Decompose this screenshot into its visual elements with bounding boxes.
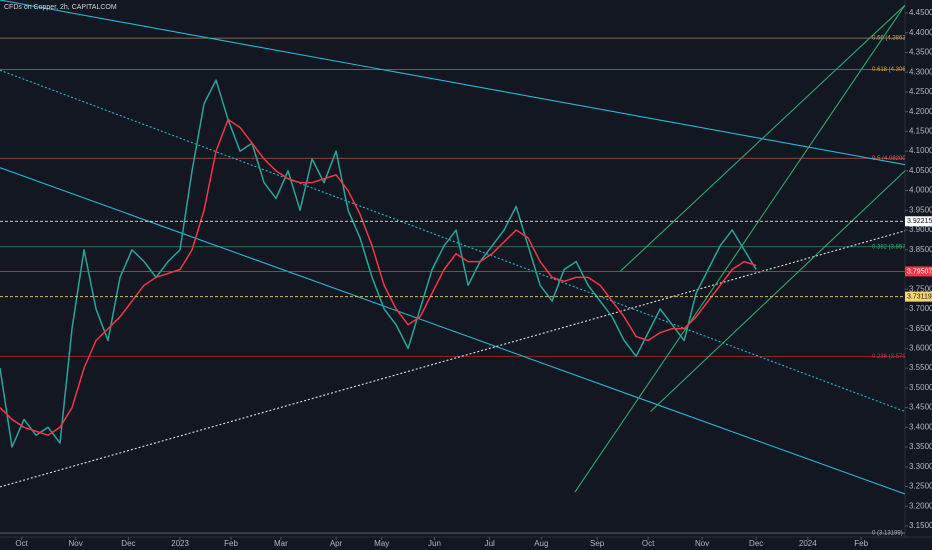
x-tick-label: Oct [15, 539, 28, 548]
fib-label: 0.66 (4.38632) [872, 36, 911, 42]
price-label: 3.79507 [907, 268, 932, 275]
y-tick-label: 3.70000 [909, 304, 932, 313]
y-tick-label: 4.45000 [909, 8, 932, 17]
y-tick-label: 3.20000 [909, 501, 932, 510]
series-line [0, 118, 757, 436]
price-label: 3.92215 [907, 218, 932, 225]
y-tick-label: 3.35000 [909, 442, 932, 451]
trendline [574, 4, 905, 493]
x-tick-label: Sep [590, 539, 605, 548]
x-tick-label: Jul [485, 539, 495, 548]
y-tick-label: 4.15000 [909, 126, 932, 135]
y-tick-label: 3.15000 [909, 521, 932, 530]
price-label-bg [905, 291, 932, 302]
x-tick-label: Oct [642, 539, 655, 548]
trendline [0, 0, 905, 166]
x-tick-label: 2023 [171, 539, 189, 548]
y-tick-label: 3.55000 [909, 363, 932, 372]
y-tick-label: 3.90000 [909, 225, 932, 234]
y-tick-label: 4.10000 [909, 146, 932, 155]
price-label-bg [905, 216, 932, 227]
y-tick-label: 3.40000 [909, 422, 932, 431]
x-tick-label: May [374, 539, 389, 548]
y-tick-label: 3.85000 [909, 245, 932, 254]
y-tick-label: 3.95000 [909, 205, 932, 214]
axes: 3.15000 3.20000 3.25000 3.30000 3.35000 3.400… [15, 8, 932, 548]
trendline [0, 69, 905, 413]
x-tick-label: Jun [428, 539, 441, 548]
x-tick-label: Feb [224, 539, 238, 548]
fib-label: 0.618 (4.30644) [872, 67, 914, 73]
y-tick-label: 4.35000 [909, 48, 932, 57]
series-line [0, 79, 757, 448]
plot-area: 0.66 (4.38632) 0.618 (4.30644) 0.5 (4.0820… [0, 0, 914, 537]
x-tick-label: Nov [68, 539, 82, 548]
y-tick-label: 3.45000 [909, 403, 932, 412]
price-label: 3.73119 [907, 293, 932, 300]
x-tick-label: Apr [330, 539, 343, 548]
x-tick-label: Dec [121, 539, 135, 548]
fib-label: 0.382 (3.85756) [872, 244, 914, 250]
y-tick-label: 3.25000 [909, 482, 932, 491]
y-tick-label: 4.30000 [909, 67, 932, 76]
x-tick-label: 2024 [799, 539, 817, 548]
trendline [0, 167, 905, 495]
x-tick-label: Mar [274, 539, 288, 548]
y-tick-label: 3.60000 [909, 344, 932, 353]
trendline [0, 230, 905, 488]
y-tick-label: 4.40000 [909, 28, 932, 37]
x-tick-label: Nov [695, 539, 709, 548]
x-tick-label: Aug [534, 539, 548, 548]
chart-title: CFDs on Copper, 2h, CAPITALCOM [4, 4, 117, 11]
fib-label: 0.5 (4.08200) [872, 156, 908, 162]
x-tick-label: Feb [854, 539, 868, 548]
price-label-bg [905, 266, 932, 277]
fib-label: 0 (3.13199) [872, 531, 903, 537]
y-tick-label: 4.25000 [909, 87, 932, 96]
y-tick-label: 3.65000 [909, 324, 932, 333]
fib-label: 0.236 (3.57987) [872, 354, 914, 360]
y-tick-label: 4.20000 [909, 107, 932, 116]
y-tick-label: 4.00000 [909, 186, 932, 195]
y-tick-label: 3.30000 [909, 462, 932, 471]
y-tick-label: 4.05000 [909, 166, 932, 175]
y-tick-label: 3.75000 [909, 284, 932, 293]
y-tick-label: 3.50000 [909, 383, 932, 392]
trendline [650, 170, 905, 412]
trendline [620, 4, 905, 272]
x-tick-label: Dec [749, 539, 763, 548]
